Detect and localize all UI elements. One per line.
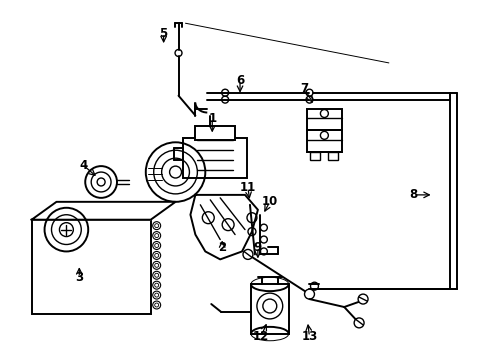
Bar	[307, 130, 342, 152]
Text: 4: 4	[79, 159, 87, 172]
Text: 9: 9	[254, 241, 262, 254]
Text: 11: 11	[240, 181, 256, 194]
Text: 1: 1	[208, 112, 216, 125]
Text: 3: 3	[75, 271, 83, 284]
Circle shape	[354, 318, 364, 328]
Text: 5: 5	[160, 27, 168, 40]
Text: 12: 12	[253, 330, 269, 343]
Bar	[328, 152, 338, 160]
Circle shape	[243, 249, 253, 260]
Bar	[307, 109, 342, 130]
Text: 6: 6	[236, 74, 244, 87]
Bar	[251, 284, 289, 334]
Bar	[183, 138, 247, 178]
Circle shape	[305, 289, 315, 299]
Bar	[311, 152, 320, 160]
Text: 2: 2	[218, 241, 226, 254]
Polygon shape	[191, 195, 258, 260]
Circle shape	[358, 294, 368, 304]
Polygon shape	[32, 202, 175, 220]
Bar	[32, 220, 151, 314]
Text: 7: 7	[300, 82, 309, 95]
Text: 8: 8	[410, 188, 418, 201]
Text: 13: 13	[301, 330, 318, 343]
Bar	[196, 126, 235, 140]
Text: 10: 10	[262, 195, 278, 208]
